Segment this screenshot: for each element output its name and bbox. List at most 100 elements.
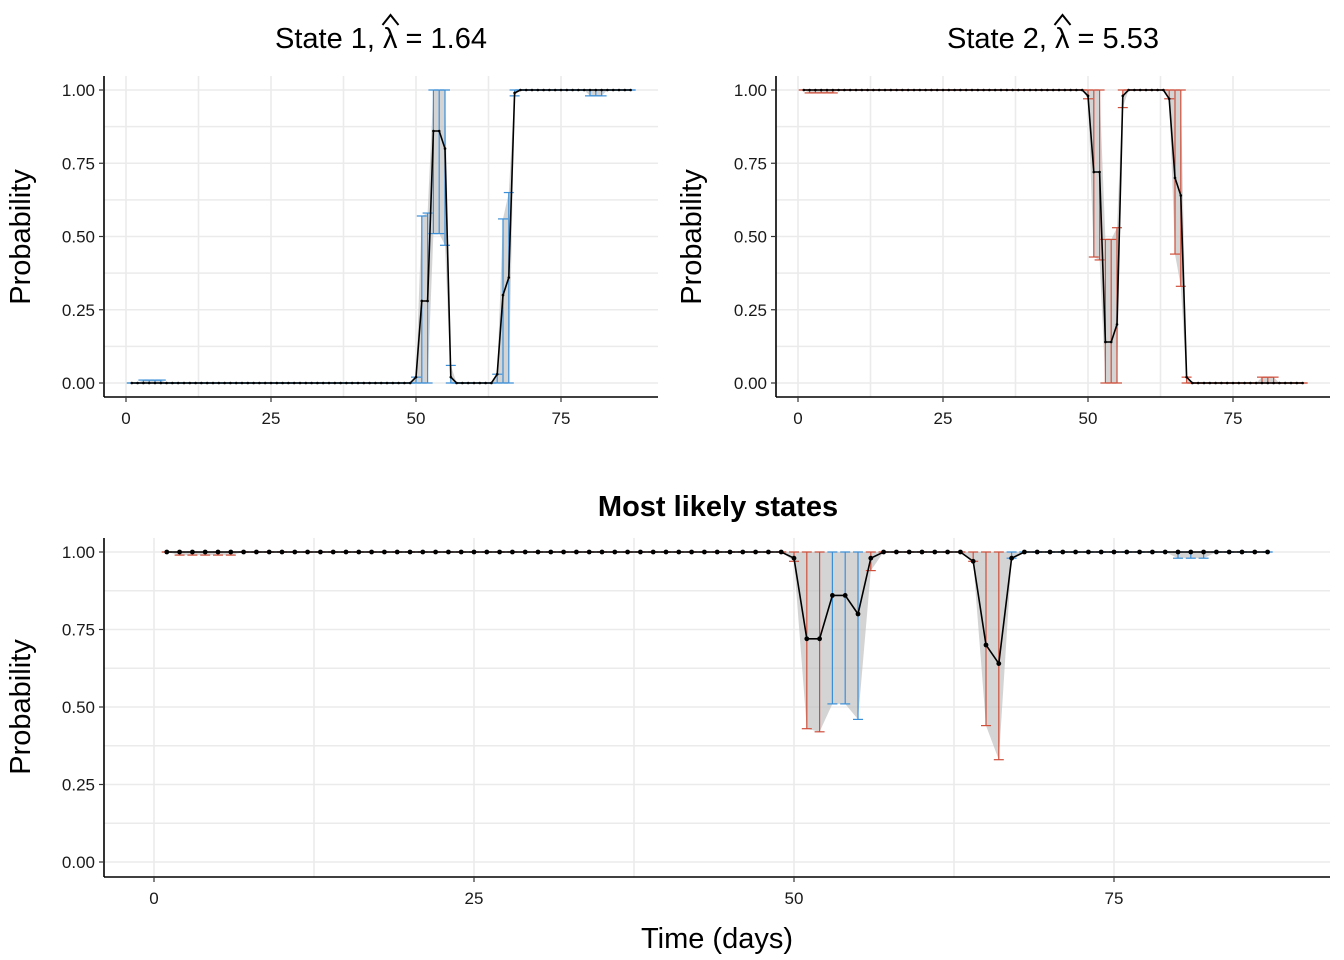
data-point (1202, 381, 1206, 385)
data-point (868, 555, 874, 561)
data-point (147, 381, 151, 385)
data-point (321, 381, 325, 385)
data-point (1133, 88, 1136, 92)
data-point (385, 381, 389, 385)
data-point (930, 88, 933, 92)
x-tick-label: 25 (262, 409, 281, 428)
data-point (1086, 94, 1090, 98)
error-bars (161, 551, 1273, 761)
data-point (292, 549, 298, 555)
data-point (177, 549, 183, 555)
y-axis-title: Probability (5, 639, 37, 775)
panel-state-1: State 1, λ = 1.64 Probability 0.000.250.… (5, 13, 658, 428)
data-point (165, 381, 168, 385)
data-point (924, 88, 927, 92)
data-point (901, 88, 904, 92)
data-point (490, 381, 493, 385)
data-point (318, 549, 323, 555)
data-point (228, 549, 234, 555)
data-point (382, 549, 387, 555)
data-point (200, 381, 203, 385)
data-point (802, 88, 806, 92)
data-point (1046, 88, 1049, 92)
data-point (571, 88, 574, 92)
data-point (316, 381, 319, 385)
data-point (1295, 381, 1299, 385)
data-point (369, 549, 374, 555)
data-point (894, 549, 899, 555)
data-point (1260, 381, 1264, 385)
data-point (964, 88, 968, 92)
data-point (407, 549, 413, 555)
data-point (906, 88, 910, 92)
lambda-hat-symbol: λ (383, 23, 398, 55)
data-point (843, 88, 846, 92)
y-tick-label: 0.75 (62, 621, 95, 640)
data-point (164, 549, 170, 555)
grid (776, 76, 1330, 397)
data-point (1225, 381, 1229, 385)
data-point (1005, 88, 1009, 92)
data-point (1278, 381, 1281, 385)
data-point (918, 88, 922, 92)
data-points (164, 549, 1270, 666)
data-point (1022, 549, 1027, 555)
data-point (1239, 549, 1245, 555)
data-point (449, 375, 453, 379)
data-point (830, 593, 835, 598)
data-point (953, 88, 956, 92)
data-point (804, 636, 810, 642)
data-point (999, 88, 1003, 92)
plot-area: 0.00 0.25 0.50 0.75 1.00 0 25 50 75 (734, 76, 1330, 428)
data-point (458, 549, 464, 555)
x-tick-label: 75 (552, 409, 571, 428)
data-point (339, 381, 342, 385)
data-point (420, 299, 424, 303)
data-point (600, 88, 603, 92)
data-point (223, 381, 226, 385)
data-point (855, 611, 861, 617)
data-point (1111, 549, 1117, 555)
data-point (330, 549, 336, 555)
data-point (825, 88, 829, 92)
data-point (1173, 176, 1177, 180)
data-point (397, 381, 400, 385)
data-point (1289, 381, 1293, 385)
data-point (437, 129, 441, 133)
data-point (689, 549, 694, 555)
data-point (1237, 381, 1241, 385)
panel-title-state-1: State 1, λ = 1.64 (275, 23, 487, 55)
data-point (292, 381, 296, 385)
y-tick-label: 0.50 (62, 698, 95, 717)
plot-area: 0.00 0.25 0.50 0.75 1.00 0 25 50 75 (62, 538, 1330, 908)
data-point (1086, 549, 1091, 555)
data-point (1057, 88, 1061, 92)
data-point (941, 88, 945, 92)
x-axis-title: Time (days) (641, 923, 793, 955)
data-point (1047, 549, 1053, 555)
hat-accent (1053, 13, 1072, 26)
data-point (472, 381, 476, 385)
data-point (1254, 381, 1258, 385)
data-point (356, 549, 362, 555)
data-point (254, 549, 259, 555)
y-tick-label: 1.00 (62, 543, 95, 562)
data-point (1301, 381, 1304, 385)
data-point (819, 88, 823, 92)
panel-title-state-2: State 2, λ = 5.53 (947, 23, 1159, 55)
data-point (996, 661, 1002, 666)
data-point (281, 381, 284, 385)
data-point (970, 88, 974, 92)
data-point (211, 381, 215, 385)
data-point (310, 381, 313, 385)
data-point (142, 381, 145, 385)
data-point (1069, 88, 1072, 92)
data-point (130, 381, 134, 385)
data-point (1009, 555, 1014, 561)
data-point (1156, 88, 1159, 92)
data-point (1162, 88, 1165, 92)
data-point (215, 549, 221, 555)
data-point (513, 91, 516, 95)
data-point (379, 381, 383, 385)
